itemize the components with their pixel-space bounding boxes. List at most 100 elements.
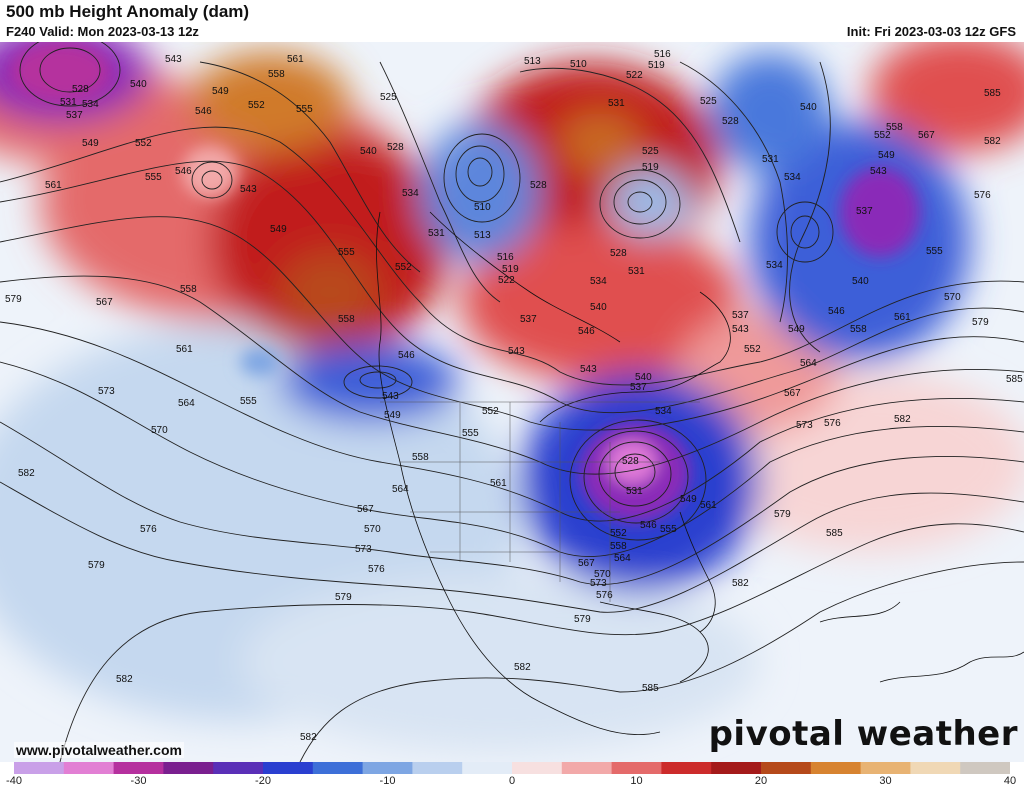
svg-text:585: 585 [1006,374,1023,385]
svg-text:546: 546 [640,520,657,531]
svg-text:540: 540 [800,102,817,113]
svg-text:552: 552 [482,406,499,417]
svg-text:561: 561 [45,180,62,191]
svg-text:546: 546 [195,106,212,117]
svg-text:525: 525 [642,146,659,157]
svg-text:510: 510 [570,59,587,70]
svg-text:531: 531 [762,154,779,165]
svg-text:561: 561 [700,500,717,511]
svg-text:576: 576 [140,524,157,535]
coastlines [376,211,1024,736]
svg-text:537: 537 [66,110,83,121]
colorbar-swatch [711,762,762,774]
svg-text:531: 531 [60,97,77,108]
svg-text:528: 528 [622,456,639,467]
svg-text:516: 516 [654,49,671,60]
colorbar-swatch [661,762,712,774]
svg-text:546: 546 [175,166,192,177]
svg-text:576: 576 [596,590,613,601]
svg-text:558: 558 [412,452,429,463]
colorbar-swatch [163,762,214,774]
svg-text:567: 567 [918,130,935,141]
svg-text:549: 549 [212,86,229,97]
state-borders [380,401,700,602]
svg-text:585: 585 [826,528,843,539]
svg-text:561: 561 [490,478,507,489]
colorbar-swatch [362,762,413,774]
colorbar-swatch [113,762,164,774]
svg-text:549: 549 [788,324,805,335]
svg-text:564: 564 [800,358,817,369]
svg-text:552: 552 [874,130,891,141]
svg-text:543: 543 [870,166,887,177]
svg-text:534: 534 [402,188,419,199]
init-time: Init: Fri 2023-03-03 12z GFS [846,24,1016,39]
svg-text:582: 582 [984,136,1001,147]
colorbar-swatch [611,762,662,774]
svg-text:558: 558 [850,324,867,335]
svg-text:579: 579 [88,560,105,571]
svg-text:579: 579 [972,317,989,328]
svg-text:543: 543 [508,346,525,357]
svg-text:555: 555 [462,428,479,439]
svg-text:549: 549 [270,224,287,235]
svg-text:576: 576 [824,418,841,429]
svg-text:549: 549 [82,138,99,149]
svg-text:534: 534 [766,260,783,271]
svg-text:561: 561 [287,54,304,65]
svg-text:570: 570 [364,524,381,535]
svg-text:573: 573 [796,420,813,431]
colorbar-tick-label: 20 [754,775,768,787]
svg-text:531: 531 [628,266,645,277]
colorbar-tick-label: -30 [130,775,147,787]
svg-text:531: 531 [626,486,643,497]
anomaly-fill [0,42,1024,752]
svg-text:528: 528 [722,116,739,127]
colorbar-tick-label: -10 [379,775,396,787]
svg-text:543: 543 [382,391,399,402]
colorbar-swatch [213,762,264,774]
svg-text:543: 543 [240,184,257,195]
svg-text:573: 573 [590,578,607,589]
svg-text:540: 540 [590,302,607,313]
svg-text:510: 510 [474,202,491,213]
svg-text:576: 576 [974,190,991,201]
svg-text:549: 549 [680,494,697,505]
colorbar-tick-label: 0 [508,775,516,787]
website-credit: www.pivotalweather.com [14,742,184,758]
svg-text:513: 513 [524,56,541,67]
colorbar [14,762,1010,774]
svg-text:582: 582 [514,662,531,673]
svg-text:525: 525 [700,96,717,107]
svg-text:528: 528 [387,142,404,153]
colorbar-swatch [462,762,513,774]
svg-text:558: 558 [180,284,197,295]
height-contours [0,42,1024,762]
anomaly-cores [10,42,920,522]
chart-title: 500 mb Height Anomaly (dam) [6,2,250,21]
svg-text:543: 543 [732,324,749,335]
svg-text:579: 579 [574,614,591,625]
svg-text:552: 552 [395,262,412,273]
svg-text:555: 555 [660,524,677,535]
svg-text:573: 573 [355,544,372,555]
svg-text:558: 558 [338,314,355,325]
svg-text:552: 552 [135,138,152,149]
svg-text:537: 537 [630,382,647,393]
svg-text:528: 528 [72,84,89,95]
colorbar-swatch [960,762,1010,774]
colorbar-swatch [761,762,812,774]
svg-text:564: 564 [392,484,409,495]
brand-logo: pivotal weather [708,714,1018,754]
svg-text:579: 579 [774,509,791,520]
svg-text:567: 567 [578,558,595,569]
svg-text:582: 582 [18,468,35,479]
svg-text:561: 561 [894,312,911,323]
svg-text:534: 534 [82,99,99,110]
svg-text:564: 564 [614,553,631,564]
svg-text:558: 558 [610,541,627,552]
svg-text:582: 582 [116,674,133,685]
svg-text:540: 540 [360,146,377,157]
svg-text:537: 537 [856,206,873,217]
